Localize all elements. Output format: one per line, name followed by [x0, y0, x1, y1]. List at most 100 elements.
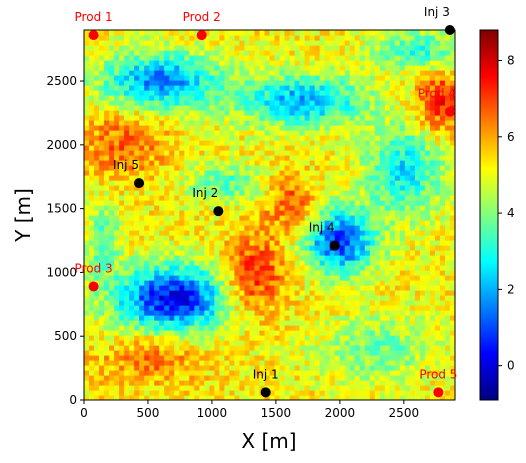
heatmap-cell	[144, 180, 150, 186]
heatmap-cell	[119, 235, 125, 241]
heatmap-cell	[249, 310, 256, 316]
heatmap-cell	[129, 160, 135, 166]
heatmap-cell	[104, 90, 110, 96]
heatmap-cell	[409, 180, 416, 186]
heatmap-cell	[129, 210, 135, 216]
heatmap-cell	[334, 140, 341, 146]
heatmap-cell	[404, 350, 411, 356]
heatmap-cell	[119, 270, 125, 276]
heatmap-cell	[189, 175, 195, 181]
heatmap-cell	[104, 240, 110, 246]
heatmap-cell	[184, 385, 190, 391]
heatmap-cell	[424, 295, 431, 301]
heatmap-cell	[384, 75, 391, 81]
heatmap-cell	[379, 315, 386, 321]
heatmap-cell	[299, 120, 306, 126]
heatmap-cell	[414, 195, 421, 201]
heatmap-cell	[264, 105, 271, 111]
heatmap-cell	[374, 365, 381, 371]
heatmap-cell	[244, 310, 251, 316]
heatmap-cell	[329, 305, 336, 311]
heatmap-cell	[449, 310, 455, 316]
heatmap-cell	[364, 330, 371, 336]
heatmap-cell	[269, 155, 276, 161]
heatmap-cell	[324, 200, 331, 206]
heatmap-cell	[199, 200, 205, 206]
heatmap-cell	[174, 65, 180, 71]
heatmap-cell	[104, 385, 110, 391]
heatmap-cell	[84, 330, 90, 336]
heatmap-cell	[144, 60, 150, 66]
heatmap-cell	[414, 110, 421, 116]
heatmap-cell	[239, 300, 246, 306]
heatmap-cell	[159, 195, 165, 201]
heatmap-cell	[209, 200, 215, 206]
heatmap-cell	[129, 295, 135, 301]
heatmap-cell	[234, 195, 241, 201]
heatmap-cell	[354, 320, 361, 326]
heatmap-cell	[149, 130, 155, 136]
heatmap-cell	[159, 145, 165, 151]
heatmap-cell	[209, 305, 215, 311]
heatmap-cell	[229, 380, 235, 386]
heatmap-cell	[169, 65, 175, 71]
heatmap-cell	[424, 230, 431, 236]
heatmap-cell	[224, 325, 230, 331]
heatmap-cell	[319, 65, 326, 71]
heatmap-cell	[359, 70, 366, 76]
heatmap-cell	[249, 340, 256, 346]
heatmap-cell	[409, 285, 416, 291]
heatmap-cell	[304, 345, 311, 351]
heatmap-cell	[139, 215, 145, 221]
heatmap-cell	[274, 165, 281, 171]
heatmap-cell	[124, 125, 130, 131]
heatmap-cell	[379, 95, 386, 101]
heatmap-cell	[384, 380, 391, 386]
heatmap-cell	[274, 385, 281, 391]
heatmap-cell	[369, 110, 376, 116]
heatmap-cell	[389, 390, 396, 396]
heatmap-cell	[424, 205, 431, 211]
heatmap-cell	[434, 90, 441, 96]
heatmap-cell	[299, 200, 306, 206]
heatmap-cell	[149, 135, 155, 141]
heatmap-cell	[309, 225, 316, 231]
heatmap-cell	[189, 260, 195, 266]
heatmap-cell	[404, 180, 411, 186]
heatmap-cell	[134, 220, 140, 226]
heatmap-cell	[424, 120, 431, 126]
heatmap-cell	[259, 370, 266, 376]
heatmap-cell	[239, 180, 246, 186]
heatmap-cell	[299, 345, 306, 351]
heatmap-cell	[229, 60, 235, 66]
heatmap-cell	[164, 335, 170, 341]
heatmap-cell	[169, 105, 175, 111]
heatmap-cell	[419, 150, 426, 156]
heatmap-cell	[159, 375, 165, 381]
heatmap-cell	[329, 395, 336, 400]
heatmap-cell	[214, 145, 220, 151]
heatmap-cell	[299, 215, 306, 221]
heatmap-cell	[209, 365, 215, 371]
heatmap-cell	[409, 175, 416, 181]
heatmap-cell	[249, 165, 256, 171]
heatmap-cell	[199, 60, 205, 66]
heatmap-cell	[209, 160, 215, 166]
heatmap-cell	[84, 105, 90, 111]
heatmap-cell	[239, 205, 246, 211]
heatmap-cell	[94, 245, 100, 251]
heatmap-cell	[129, 240, 135, 246]
heatmap-cell	[369, 165, 376, 171]
heatmap-cell	[229, 385, 235, 391]
heatmap-cell	[129, 225, 135, 231]
heatmap-cell	[339, 265, 346, 271]
heatmap-cell	[189, 200, 195, 206]
heatmap-cell	[329, 295, 336, 301]
heatmap-cell	[324, 155, 331, 161]
heatmap-cell	[234, 230, 241, 236]
heatmap-cell	[159, 235, 165, 241]
heatmap-cell	[264, 255, 271, 261]
heatmap-cell	[124, 320, 130, 326]
heatmap-cell	[254, 60, 261, 66]
heatmap-cell	[164, 325, 170, 331]
